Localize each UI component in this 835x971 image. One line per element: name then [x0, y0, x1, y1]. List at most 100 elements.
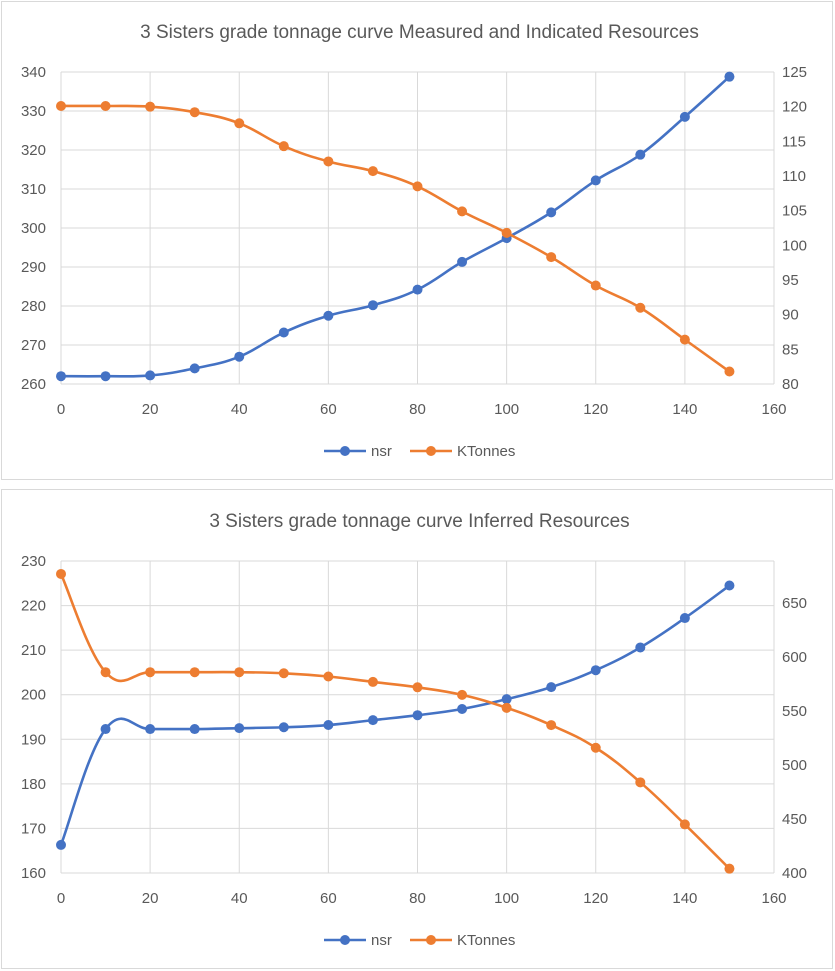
data-point-nsr	[323, 310, 334, 321]
data-point-nsr	[323, 720, 334, 731]
right-axis-tick-label: 85	[782, 341, 799, 358]
data-point-ktonnes	[234, 667, 245, 678]
series-line-nsr	[60, 75, 731, 378]
right-axis-tick-label: 450	[782, 811, 807, 828]
data-point-ktonnes	[679, 819, 690, 830]
left-axis-tick-label: 270	[21, 337, 46, 354]
left-axis-tick-label: 180	[21, 776, 46, 793]
data-point-ktonnes	[457, 206, 468, 217]
data-point-nsr	[457, 256, 468, 267]
x-axis-tick-label: 0	[57, 401, 65, 418]
right-axis-tick-label: 650	[782, 595, 807, 612]
x-axis-tick-label: 40	[231, 890, 248, 907]
data-point-ktonnes	[724, 366, 735, 377]
legend-swatch-marker	[426, 446, 436, 456]
data-point-ktonnes	[323, 156, 334, 167]
data-point-nsr	[412, 710, 423, 721]
data-point-ktonnes	[278, 141, 289, 152]
right-axis-tick-label: 400	[782, 865, 807, 882]
data-point-ktonnes	[234, 118, 245, 129]
data-point-nsr	[501, 694, 512, 705]
legend-item-ktonnes: KTonnes	[410, 932, 515, 949]
x-axis-tick-label: 0	[57, 890, 65, 907]
right-axis-tick-label: 125	[782, 64, 807, 81]
left-axis-tick-label: 170	[21, 820, 46, 837]
left-axis-tick-label: 280	[21, 298, 46, 315]
data-point-nsr	[100, 724, 111, 735]
data-point-nsr	[56, 371, 66, 382]
data-point-nsr	[189, 363, 200, 374]
data-point-nsr	[590, 175, 601, 186]
legend: nsr KTonnes	[324, 443, 515, 460]
legend-swatch-marker	[426, 935, 436, 945]
chart-title: 3 Sisters grade tonnage curve Inferred R…	[209, 511, 629, 532]
chart-inferred: 3 Sisters grade tonnage curve Inferred R…	[21, 511, 807, 949]
legend-label: KTonnes	[457, 932, 515, 949]
data-point-ktonnes	[100, 667, 111, 678]
data-point-ktonnes	[679, 334, 690, 345]
legend-swatch-marker	[340, 446, 350, 456]
right-axis-tick-label: 500	[782, 757, 807, 774]
series-line-ktonnes	[59, 573, 731, 870]
left-axis-tick-label: 200	[21, 687, 46, 704]
x-axis-tick-label: 160	[761, 890, 786, 907]
data-point-nsr	[367, 300, 378, 311]
data-point-ktonnes	[278, 668, 289, 679]
data-point-nsr	[635, 149, 646, 160]
data-point-ktonnes	[635, 302, 646, 313]
data-point-nsr	[234, 351, 245, 362]
left-axis-tick-label: 230	[21, 553, 46, 570]
data-point-nsr	[546, 682, 557, 693]
data-point-nsr	[590, 665, 601, 676]
x-axis-tick-label: 100	[494, 401, 519, 418]
left-axis-tick-label: 290	[21, 259, 46, 276]
data-point-ktonnes	[189, 107, 200, 118]
chart-measured-indicated: 3 Sisters grade tonnage curve Measured a…	[21, 22, 807, 460]
x-axis-tick-label: 20	[142, 401, 159, 418]
right-axis-tick-label: 95	[782, 272, 799, 289]
data-point-ktonnes	[546, 720, 557, 731]
left-axis-tick-label: 190	[21, 731, 46, 748]
data-point-nsr	[724, 580, 735, 591]
left-axis-tick-label: 340	[21, 64, 46, 81]
data-point-nsr	[679, 613, 690, 624]
legend-item-ktonnes: KTonnes	[410, 443, 515, 460]
legend-label: nsr	[371, 443, 392, 460]
left-axis-tick-label: 300	[21, 220, 46, 237]
data-point-nsr	[145, 724, 156, 735]
right-axis-tick-label: 120	[782, 99, 807, 116]
data-point-ktonnes	[56, 568, 66, 579]
series-line-nsr	[59, 584, 731, 846]
data-point-ktonnes	[100, 100, 111, 111]
data-point-ktonnes	[367, 166, 378, 177]
data-point-ktonnes	[412, 682, 423, 693]
legend-item-nsr: nsr	[324, 443, 392, 460]
data-point-ktonnes	[501, 702, 512, 713]
series-line-ktonnes	[60, 104, 731, 373]
data-point-ktonnes	[145, 101, 156, 112]
data-point-ktonnes	[145, 667, 156, 678]
data-point-nsr	[56, 839, 66, 850]
left-axis-tick-label: 220	[21, 598, 46, 615]
data-point-ktonnes	[189, 667, 200, 678]
left-axis-tick-label: 320	[21, 142, 46, 159]
right-axis-tick-label: 550	[782, 703, 807, 720]
right-axis-tick-label: 110	[782, 168, 806, 185]
x-axis-tick-label: 160	[761, 401, 786, 418]
data-point-ktonnes	[590, 280, 601, 291]
chart-panel-inferred: 3 Sisters grade tonnage curve Inferred R…	[1, 489, 833, 969]
x-axis-tick-label: 120	[583, 401, 608, 418]
data-point-nsr	[100, 371, 111, 382]
data-point-ktonnes	[56, 100, 66, 111]
x-axis-tick-label: 140	[672, 401, 697, 418]
data-point-nsr	[635, 642, 646, 653]
left-axis-tick-label: 210	[21, 642, 46, 659]
data-point-ktonnes	[501, 227, 512, 238]
x-axis-tick-label: 80	[409, 890, 426, 907]
data-point-nsr	[546, 207, 557, 218]
data-point-ktonnes	[546, 252, 557, 263]
data-point-nsr	[234, 723, 245, 734]
right-axis-tick-label: 115	[782, 133, 806, 150]
data-point-nsr	[679, 111, 690, 122]
left-axis-tick-label: 330	[21, 103, 46, 120]
